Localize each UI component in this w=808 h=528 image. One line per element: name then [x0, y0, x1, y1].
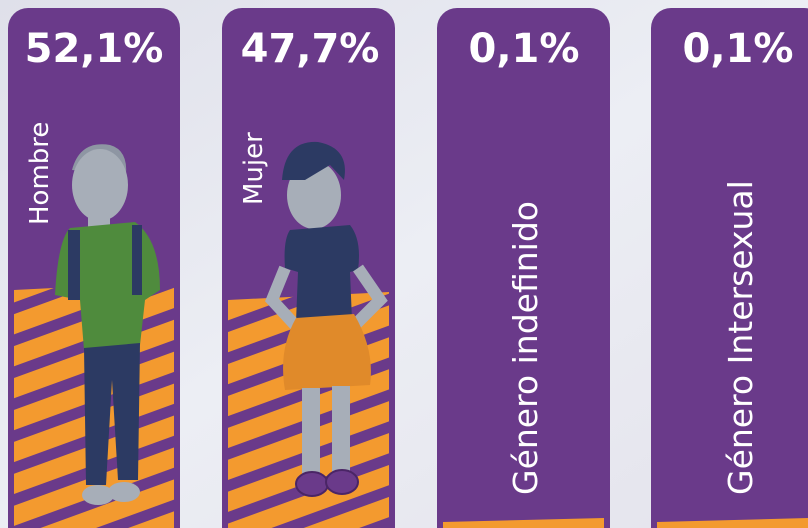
stripes: [443, 518, 604, 528]
card: 47,7% Mujer: [222, 8, 395, 528]
card: 0,1% Género indefinido: [437, 8, 610, 528]
card-value: 0,1%: [469, 26, 580, 72]
card-label: Hombre: [25, 122, 55, 225]
card-label: Género Intersexual: [721, 180, 760, 495]
card-label: Género indefinido: [506, 201, 545, 495]
card-value: 47,7%: [241, 26, 380, 72]
card-bg: [437, 8, 610, 528]
figure-man: [55, 144, 160, 505]
card-label: Mujer: [239, 132, 269, 205]
figure-woman: [265, 141, 388, 497]
card-value: 52,1%: [25, 26, 164, 72]
card: 52,1% Hombre: [8, 8, 180, 528]
card-bg: [651, 8, 808, 528]
stripes: [657, 518, 808, 528]
card-value: 0,1%: [683, 26, 794, 72]
card: 0,1% Género Intersexual: [651, 8, 808, 528]
